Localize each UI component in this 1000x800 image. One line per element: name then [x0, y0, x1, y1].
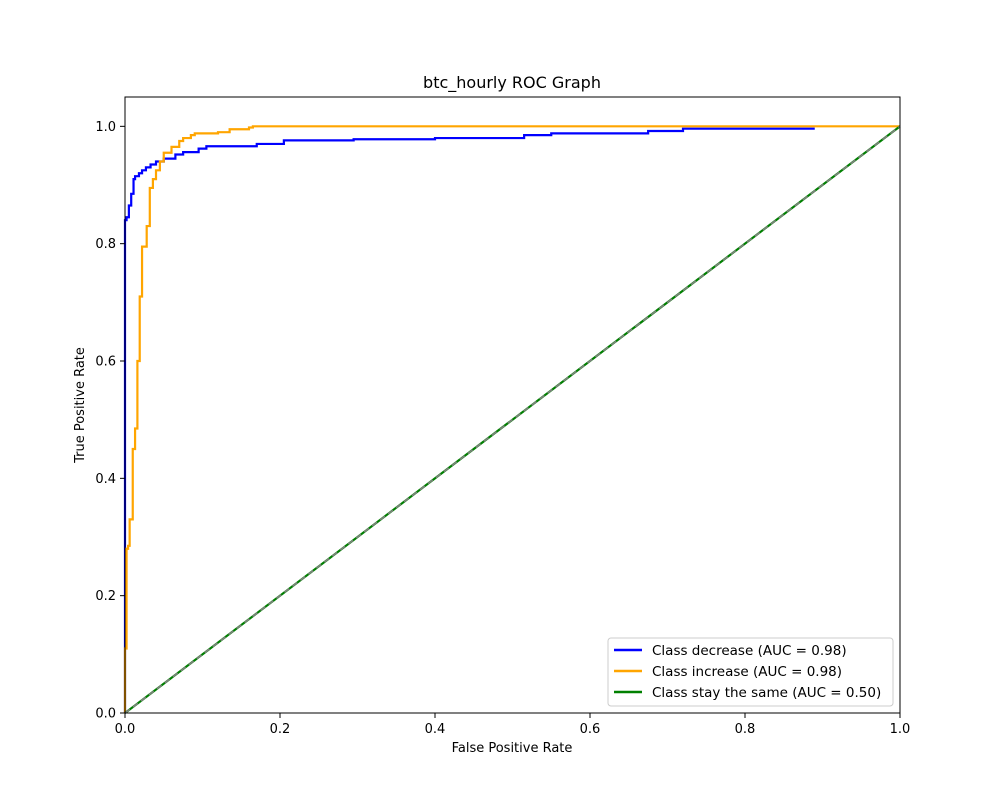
x-axis-label: False Positive Rate — [452, 741, 573, 756]
y-axis-ticks: 0.0 0.2 0.4 0.6 0.8 1.0 — [95, 120, 125, 722]
legend-entry-0: Class decrease (AUC = 0.98) — [652, 643, 847, 659]
x-axis-ticks: 0.0 0.2 0.4 0.6 0.8 1.0 — [115, 713, 911, 737]
legend-box — [607, 637, 894, 707]
y-tick-label: 0.8 — [95, 237, 116, 252]
series-line-0 — [123, 127, 815, 713]
y-tick-label: 1.0 — [95, 120, 116, 135]
x-tick-label: 0.6 — [580, 722, 601, 737]
legend: Class decrease (AUC = 0.98) Class increas… — [607, 637, 894, 707]
reference-diagonal-line — [124, 125, 901, 714]
x-tick-label: 1.0 — [890, 722, 911, 737]
legend-entry-2: Class stay the same (AUC = 0.50) — [652, 685, 881, 701]
x-tick-label: 0.0 — [115, 722, 136, 737]
plot-lines — [123, 125, 901, 714]
y-axis-label: True Positive Rate — [73, 347, 88, 464]
chart-title: btc_hourly ROC Graph — [423, 73, 601, 93]
x-tick-label: 0.4 — [425, 722, 446, 737]
y-tick-label: 0.6 — [95, 355, 116, 370]
y-tick-label: 0.0 — [95, 707, 116, 722]
series-line-1 — [123, 125, 900, 713]
legend-entry-1: Class increase (AUC = 0.98) — [652, 664, 842, 680]
y-tick-label: 0.4 — [95, 472, 116, 487]
x-tick-label: 0.2 — [270, 722, 291, 737]
y-tick-label: 0.2 — [95, 589, 116, 604]
plot-frame — [124, 96, 901, 714]
x-tick-label: 0.8 — [735, 722, 756, 737]
